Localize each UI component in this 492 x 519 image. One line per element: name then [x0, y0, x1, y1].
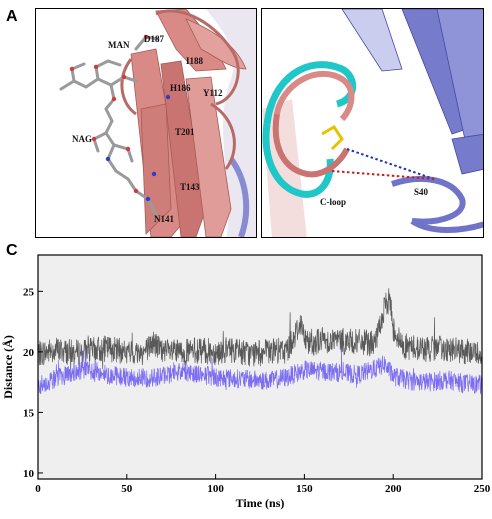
label-man: MAN	[108, 40, 130, 50]
x-tick-label: 200	[385, 483, 402, 495]
plot-area	[38, 255, 482, 479]
label-cloop: C-loop	[320, 197, 346, 207]
panel-a-letter: A	[6, 8, 18, 25]
label-s40: S40	[414, 187, 429, 197]
label-h186: H186	[170, 83, 191, 93]
x-tick-label: 50	[121, 483, 133, 495]
label-n141: N141	[154, 214, 174, 224]
series-line-blue	[37, 348, 483, 395]
axes: 0 50 100 150 200 250 10 15 20 25	[23, 254, 491, 495]
label-y112: Y112	[203, 88, 223, 98]
x-axis-label: Time (ns)	[236, 496, 285, 510]
label-d187: D187	[144, 34, 164, 44]
plot-frame	[37, 254, 483, 480]
label-i188: I188	[186, 56, 204, 66]
panel-b-structure: C-loop S40	[261, 8, 484, 238]
series-layer	[37, 288, 483, 395]
panel-b-illustration: C-loop S40	[262, 9, 483, 237]
panel-c-letter: C	[6, 242, 18, 259]
x-tick-label: 100	[207, 483, 224, 495]
x-tick-label: 150	[296, 483, 313, 495]
label-t201: T201	[175, 127, 195, 137]
y-tick-label: 15	[23, 407, 35, 419]
x-tick-label: 250	[474, 483, 491, 495]
y-tick-label: 25	[23, 286, 35, 298]
y-axis-label: Distance (Å)	[1, 335, 15, 399]
panel-a-illustration: MAN D187 I188 H186 Y112 NAG T201 T143 N1…	[59, 9, 256, 237]
panel-a-structure: MAN D187 I188 H186 Y112 NAG T201 T143 N1…	[35, 8, 257, 238]
label-nag: NAG	[72, 134, 92, 144]
y-tick-label: 20	[23, 347, 35, 359]
label-t143: T143	[180, 182, 200, 192]
distance-chart: 0 50 100 150 200 250 10 15 20 25 Time (ns) Distan…	[1, 254, 491, 510]
x-tick-label: 0	[35, 483, 41, 495]
y-tick-label: 10	[23, 468, 35, 480]
series-line-gray	[37, 288, 483, 371]
